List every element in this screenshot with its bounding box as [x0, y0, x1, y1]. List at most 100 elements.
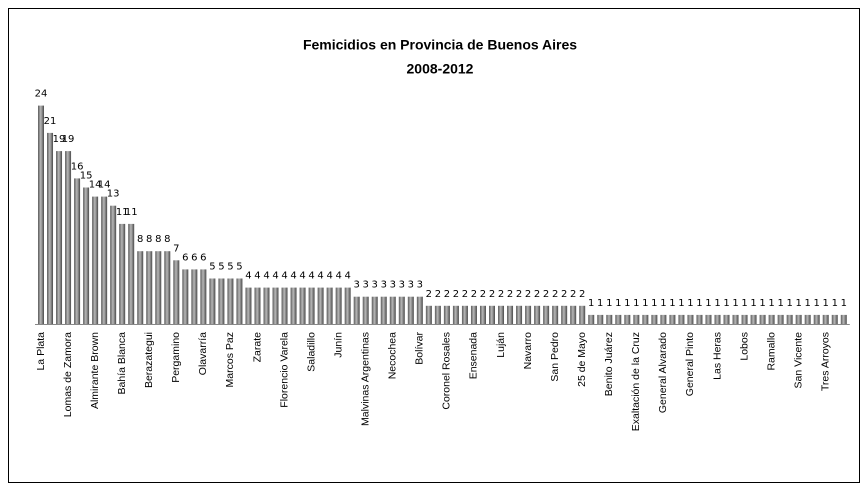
bar	[74, 178, 81, 324]
data-label: 1	[633, 298, 639, 309]
chart-frame	[8, 8, 860, 483]
data-label: 3	[381, 280, 387, 291]
data-label: 4	[281, 271, 287, 282]
bar	[579, 305, 586, 324]
x-tick-label: Bahía Blanca	[116, 332, 128, 395]
x-tick-label: Junín	[332, 332, 344, 358]
x-tick-label: General Pinto	[684, 332, 696, 396]
data-label: 3	[408, 280, 414, 291]
data-label: 16	[71, 161, 84, 172]
bar	[624, 314, 631, 324]
data-label: 5	[236, 262, 242, 273]
data-label: 2	[561, 289, 567, 300]
bar	[299, 287, 306, 324]
bar	[696, 314, 703, 324]
bar	[254, 287, 261, 324]
bar	[380, 296, 387, 324]
data-label: 2	[534, 289, 540, 300]
data-label: 1	[805, 298, 811, 309]
x-tick-label: La Plata	[35, 332, 47, 371]
data-label: 8	[164, 234, 170, 245]
bar	[245, 287, 252, 324]
bar	[344, 287, 351, 324]
x-tick-label: San Vicente	[792, 332, 804, 389]
chart-title: Femicidios en Provincia de Buenos Aires	[303, 37, 577, 53]
data-label: 8	[146, 234, 152, 245]
data-label: 1	[615, 298, 621, 309]
data-label: 2	[516, 289, 522, 300]
bar	[47, 132, 54, 324]
data-label: 1	[832, 298, 838, 309]
data-label: 5	[218, 262, 224, 273]
data-label: 3	[354, 280, 360, 291]
bar	[516, 305, 523, 324]
bar	[92, 196, 99, 324]
bar	[633, 314, 640, 324]
data-label: 1	[687, 298, 693, 309]
data-label: 2	[543, 289, 549, 300]
bar	[714, 314, 721, 324]
data-label: 11	[125, 207, 138, 218]
bar	[498, 305, 505, 324]
bar	[470, 305, 477, 324]
data-label: 1	[696, 298, 702, 309]
x-tick-label: San Pedro	[549, 332, 561, 382]
data-label: 4	[317, 271, 323, 282]
data-label: 11	[116, 207, 129, 218]
x-tick-label: Necochea	[387, 332, 399, 379]
x-tick-label: Bolívar	[414, 332, 426, 365]
bar	[443, 305, 450, 324]
x-tick-label: Zarate	[251, 332, 263, 363]
bar	[651, 314, 658, 324]
data-label: 8	[155, 234, 161, 245]
bar	[416, 296, 423, 324]
data-label: 2	[471, 289, 477, 300]
x-tick-label: General Alvarado	[657, 332, 669, 413]
bar	[110, 205, 117, 324]
data-label: 4	[263, 271, 269, 282]
x-tick-label: Marcos Paz	[224, 332, 236, 387]
bar	[479, 305, 486, 324]
bar	[407, 296, 414, 324]
bar	[741, 314, 748, 324]
bar	[353, 296, 360, 324]
x-tick-label: 25 de Mayo	[576, 332, 588, 387]
data-label: 1	[597, 298, 603, 309]
bar	[552, 305, 559, 324]
data-label: 4	[326, 271, 332, 282]
data-label: 1	[651, 298, 657, 309]
data-label: 2	[480, 289, 486, 300]
x-tick-label: Saladillo	[305, 332, 317, 372]
bar	[723, 314, 730, 324]
data-label: 3	[417, 280, 423, 291]
bar	[759, 314, 766, 324]
bar	[597, 314, 604, 324]
bar	[362, 296, 369, 324]
data-label: 2	[498, 289, 504, 300]
data-label: 4	[344, 271, 350, 282]
bar	[525, 305, 532, 324]
bar	[750, 314, 757, 324]
bar	[290, 287, 297, 324]
x-tick-label: Exaltación de la Cruz	[630, 332, 642, 431]
bar	[570, 305, 577, 324]
x-tick-label: Berazategui	[143, 332, 155, 388]
bar	[371, 296, 378, 324]
x-tick-label: Olavarría	[197, 332, 209, 375]
x-tick-label: Navarro	[522, 332, 534, 370]
bar	[795, 314, 802, 324]
bar	[452, 305, 459, 324]
data-label: 4	[335, 271, 341, 282]
bar	[317, 287, 324, 324]
x-tick-label: Lobos	[738, 332, 750, 361]
data-label: 2	[462, 289, 468, 300]
bar	[209, 278, 216, 324]
data-label: 19	[62, 134, 75, 145]
bar	[822, 314, 829, 324]
data-label: 1	[606, 298, 612, 309]
bar	[281, 287, 288, 324]
data-label: 1	[732, 298, 738, 309]
bar	[398, 296, 405, 324]
bar	[642, 314, 649, 324]
data-label: 4	[290, 271, 296, 282]
